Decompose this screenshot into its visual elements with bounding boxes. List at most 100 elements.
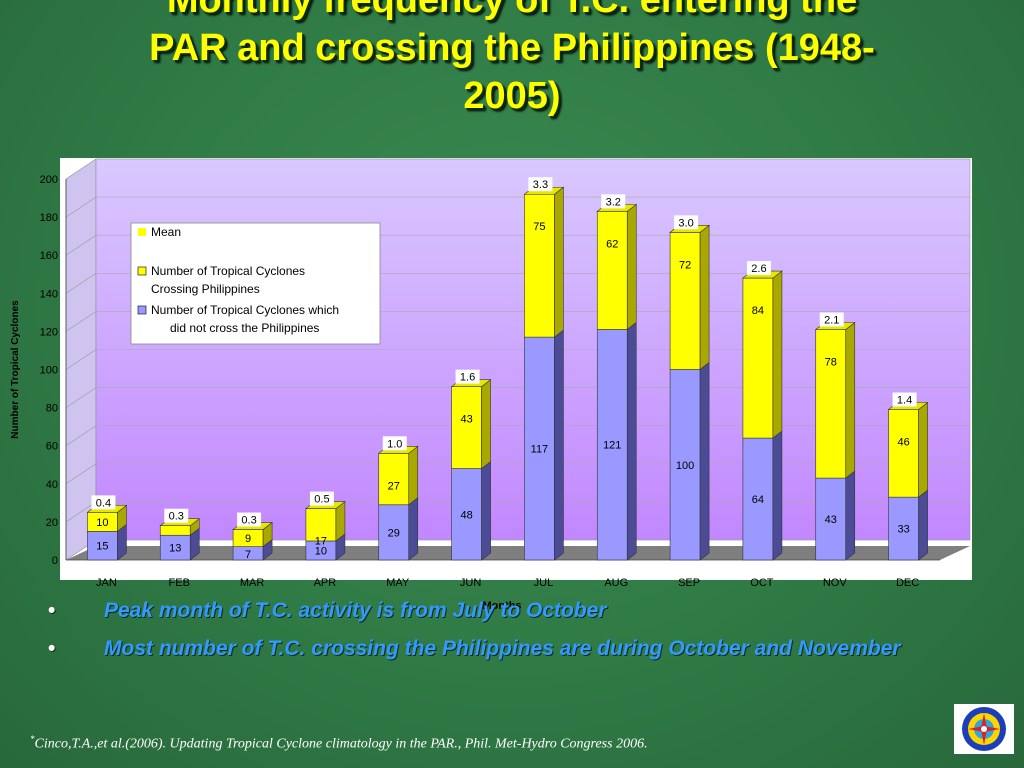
bar-value-label-crossing: 46 [897,437,909,449]
y-tick-label: 20 [46,517,58,529]
stacked-bar-chart: 0 20 40 60 80 100 120 140 160 180 200 Number of Tro… [10,158,972,612]
bar-value-label-crossing: 62 [606,238,618,250]
bar-segment-crossing [742,277,774,439]
bar-side-crossing [845,321,856,479]
bullet-list: • Peak month of T.C. activity is from Ju… [40,598,970,674]
y-tick-label: 200 [40,174,58,186]
legend-label: did not cross the Philippines [170,321,319,335]
x-tick-label: JUL [534,577,554,589]
citation-footnote: *Cinco,T.A.,et al.(2006). Updating Tropi… [30,734,648,753]
bar-value-label-not-crossing: 13 [169,543,181,555]
bar-value-label-not-crossing: 43 [825,514,837,526]
bar-side-not-crossing [481,460,491,561]
x-tick-label: AUG [604,577,628,589]
bar-value-label-not-crossing: 100 [676,460,694,472]
bullet-item: • Peak month of T.C. activity is from Ju… [40,598,970,624]
bar-segment-not-crossing [596,329,628,561]
bar-segment-crossing [451,386,482,469]
bar-segment-crossing [815,329,847,479]
gridline [65,158,97,180]
title-line-1: Monthly frequency of T.C. entering the [166,0,858,21]
mean-value-label: 3.3 [533,179,548,191]
x-tick-label: APR [314,577,337,589]
gridline [65,387,97,408]
legend-swatch [138,228,146,236]
mean-value-label: 1.0 [387,438,402,450]
bar-segment-not-crossing [159,534,191,561]
bar-side-crossing [918,401,928,498]
pagasa-logo-icon [954,704,1014,754]
gridline [65,273,97,294]
gridline [65,311,97,332]
mean-label-box [309,491,334,506]
bar-value-label-crossing: 17 [315,536,327,548]
bar-segment-crossing [378,453,410,506]
bar-value-label-not-crossing: 121 [603,440,621,452]
bar-value-label-crossing: 78 [825,356,837,368]
bar-value-label-not-crossing: 29 [388,527,400,539]
bar-side-not-crossing [554,329,564,561]
legend-label: Mean [151,225,181,239]
mean-value-label: 1.6 [460,372,475,384]
bullet-marker: • [48,637,56,660]
bar-side-crossing [554,186,564,338]
y-tick-label: 60 [46,441,58,453]
y-axis-title: Number of Tropical Cyclones [10,300,21,439]
mean-value-label: 0.3 [169,511,184,523]
mean-label-box [237,512,262,527]
bullet-marker: • [48,599,56,622]
bar-value-label-not-crossing: 117 [531,444,549,456]
mean-label-box [164,508,189,523]
bar-value-label-not-crossing: 15 [96,541,108,553]
y-tick-label: 140 [40,288,58,300]
mean-label-box [819,312,844,327]
y-tick-label: 100 [40,365,58,377]
bar-side-not-crossing [408,497,419,561]
bar-value-label-not-crossing: 48 [460,509,472,521]
bullet-item: • Most number of T.C. crossing the Phili… [40,636,970,662]
mean-label-box [528,177,553,192]
gridline [65,463,97,485]
bar-value-label-crossing: 75 [533,221,545,233]
gridline [65,234,97,256]
bar-value-label-not-crossing: 10 [315,545,327,557]
bar-segment-crossing [159,525,191,536]
gridline [65,196,97,218]
mean-label-box [455,369,480,384]
gridline [65,425,97,446]
bullet-text: Most number of T.C. crossing the Philipp… [104,637,901,660]
gridline [65,501,97,523]
bar-segment-not-crossing [378,504,410,561]
legend-swatch [137,305,147,315]
x-axis-title: Months [482,600,521,612]
bar-value-label-crossing: 9 [245,533,251,545]
bar-value-label-not-crossing: 7 [245,549,251,561]
bar-segment-not-crossing [669,369,701,561]
y-tick-label: 160 [40,250,58,262]
bar-side-crossing [626,203,637,331]
mean-label-box [601,194,626,209]
x-tick-label: JAN [96,577,117,589]
bar-side-crossing [699,224,710,371]
bar-value-label-not-crossing: 33 [897,524,909,536]
legend-label: Crossing Philippines [151,282,260,296]
chart-legend [130,222,381,345]
x-tick-label: MAY [386,577,410,589]
mean-value-label: 2.1 [824,314,839,326]
bar-side-not-crossing [772,430,783,561]
mean-label-box [746,261,771,276]
legend-label: Number of Tropical Cyclones [151,264,305,278]
slide-title: Monthly frequency of T.C. entering the P… [0,0,1024,120]
title-line-2: PAR and crossing the Philippines (1948- [149,27,875,69]
y-tick-label: 0 [52,555,58,567]
bar-value-label-crossing: 72 [679,259,691,271]
bar-side-crossing [772,270,783,439]
bar-value-label-crossing: 10 [96,517,108,529]
y-tick-label: 180 [40,212,58,224]
bar-side-crossing [408,445,419,506]
y-tick-label: 120 [40,326,58,338]
bar-segment-crossing [596,211,628,330]
x-tick-label: FEB [169,577,190,589]
mean-label-box [91,495,116,510]
mean-value-label: 0.3 [241,515,256,527]
